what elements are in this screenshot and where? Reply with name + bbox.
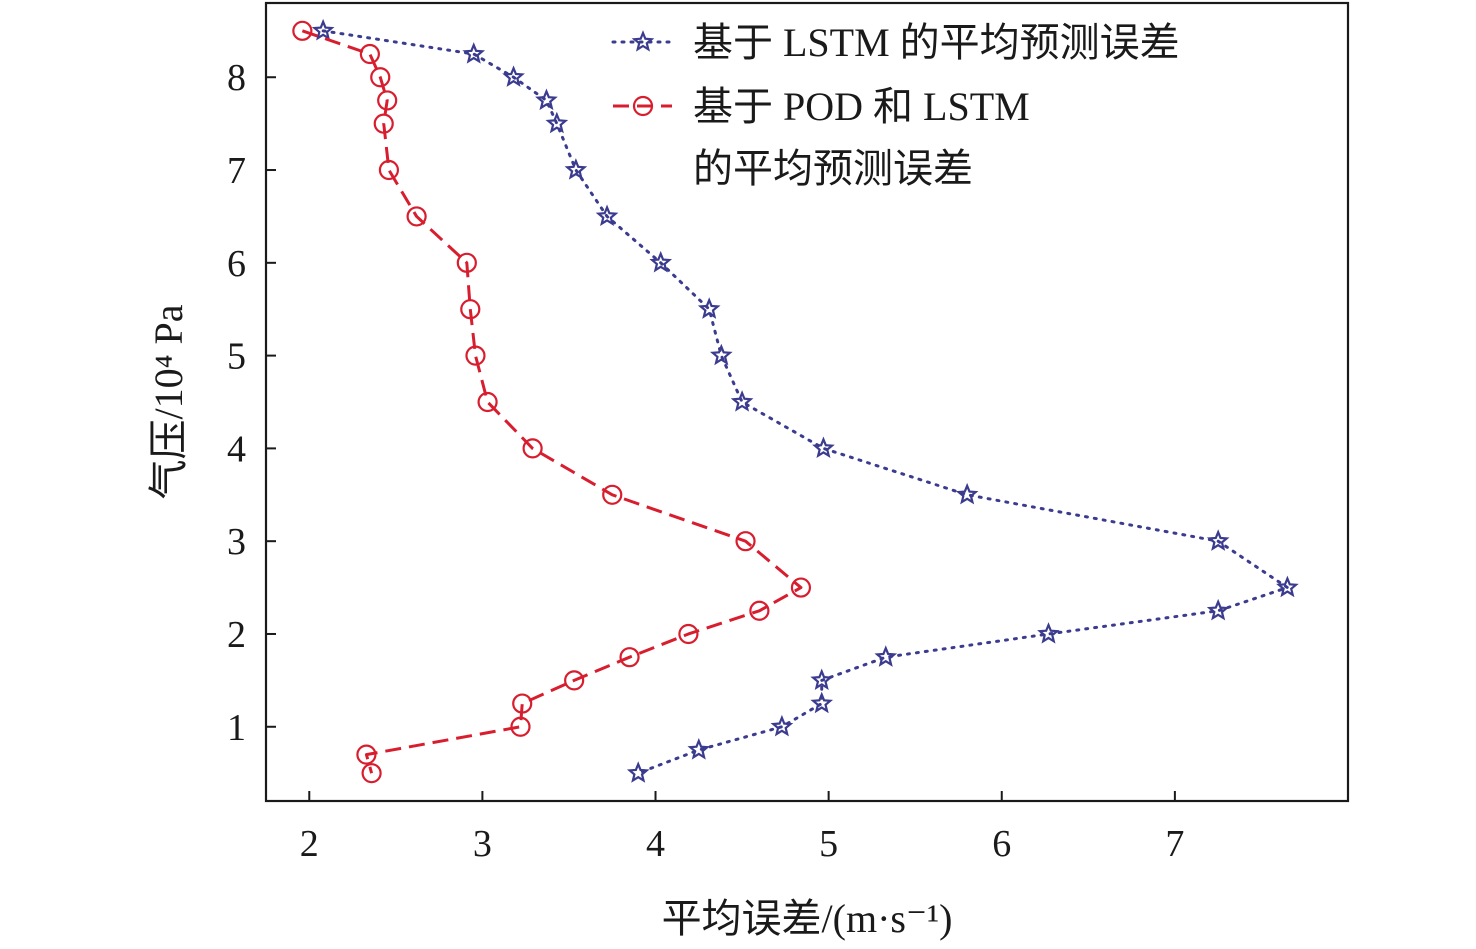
x-tick-label: 4 <box>646 823 665 865</box>
star-marker <box>649 250 673 273</box>
x-axis-title: 平均误差/(m·s⁻¹) <box>662 896 953 941</box>
star-marker <box>545 111 569 134</box>
y-axis-title: 气压/10⁴ Pa <box>146 304 191 499</box>
circle-marker <box>359 43 380 65</box>
plot-frame <box>264 1 1350 803</box>
circle-marker <box>564 670 585 691</box>
circle-marker <box>378 159 400 181</box>
x-tick-label: 6 <box>992 823 1011 865</box>
circle-marker <box>790 577 812 598</box>
circle-marker <box>512 693 533 714</box>
star-marker <box>709 343 733 366</box>
x-tick-label: 3 <box>473 823 492 865</box>
star-marker <box>1037 622 1060 644</box>
legend-label: 的平均预测误差 <box>693 146 973 191</box>
y-tick-label: 7 <box>227 150 246 192</box>
star-marker <box>626 761 650 783</box>
circle-marker <box>406 206 427 227</box>
circle-marker <box>477 391 498 413</box>
circle-marker <box>619 647 640 668</box>
circle-marker <box>456 252 477 273</box>
star-marker <box>1206 529 1230 551</box>
y-tick-label: 5 <box>227 336 246 378</box>
star-marker <box>462 42 486 64</box>
legend-marker <box>632 95 654 117</box>
circle-marker <box>373 113 394 134</box>
legend-label: 基于 LSTM 的平均预测误差 <box>693 20 1180 65</box>
x-tick-label: 5 <box>819 823 838 865</box>
circle-marker <box>292 20 313 41</box>
star-marker <box>730 390 754 412</box>
circle-marker <box>356 744 377 765</box>
star-marker <box>564 158 588 180</box>
circle-marker <box>377 90 398 111</box>
y-tick-label: 6 <box>227 243 246 285</box>
star-marker <box>1276 575 1299 598</box>
circle-marker <box>602 484 623 505</box>
star-marker <box>595 204 619 227</box>
y-tick-label: 3 <box>227 521 246 563</box>
circle-marker <box>460 299 481 320</box>
series-line <box>301 29 803 774</box>
circle-marker <box>370 67 391 88</box>
circle-marker <box>735 531 756 552</box>
series-layer <box>292 18 1299 784</box>
star-marker <box>770 714 794 737</box>
series-2 <box>292 20 812 784</box>
legend-marker <box>631 30 655 52</box>
star-marker <box>1206 598 1230 621</box>
circle-marker <box>465 345 486 366</box>
series-line <box>321 29 1289 775</box>
star-marker <box>812 436 835 459</box>
x-tick-label: 2 <box>300 823 319 865</box>
y-tick-label: 4 <box>227 428 246 470</box>
y-tick-label: 8 <box>227 57 246 99</box>
x-tick-label: 7 <box>1165 823 1184 865</box>
star-marker <box>687 738 711 760</box>
circle-marker <box>510 716 531 737</box>
star-marker <box>311 18 335 41</box>
legend-label: 基于 POD 和 LSTM <box>693 84 1030 129</box>
star-marker <box>874 645 898 667</box>
circle-marker <box>749 600 770 621</box>
star-marker <box>502 65 525 87</box>
star-marker <box>810 668 834 691</box>
star-marker <box>955 482 979 505</box>
star-marker <box>810 691 834 714</box>
star-marker <box>535 88 558 111</box>
circle-marker <box>361 763 382 784</box>
y-tick-label: 1 <box>227 707 246 749</box>
y-axis: 1 2 3 4 5 6 7 8 <box>227 57 276 749</box>
x-axis: 2 3 4 5 6 7 <box>300 791 1184 865</box>
y-tick-label: 2 <box>227 614 246 656</box>
star-marker <box>697 297 721 319</box>
series-1 <box>311 18 1299 783</box>
circle-marker <box>678 623 699 645</box>
circle-marker <box>522 438 543 459</box>
